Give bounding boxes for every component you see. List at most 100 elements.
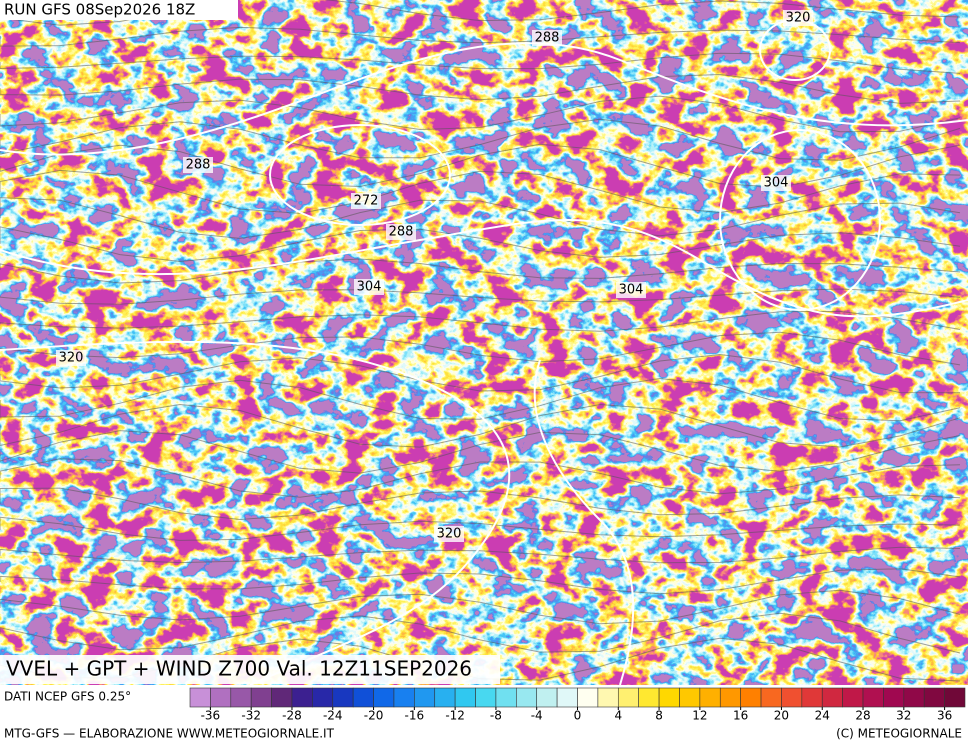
colorbar-tick-label: 32 — [896, 709, 911, 723]
colorbar-swatch — [516, 687, 538, 708]
map: 320 288 288 272 288 304 304 304 320 320 — [0, 0, 968, 686]
contour-label-box — [783, 10, 813, 26]
colorbar-tick-label: -28 — [282, 709, 302, 723]
geopotential-contours — [0, 19, 968, 686]
streamline — [0, 430, 961, 474]
contour-label-box — [56, 350, 86, 366]
colorbar-swatch — [617, 687, 639, 708]
colorbar-swatch — [312, 687, 334, 708]
streamline — [0, 95, 961, 133]
streamline — [0, 26, 961, 47]
colorbar-tick-label: 4 — [614, 709, 622, 723]
contour-label-box — [354, 279, 384, 295]
streamline — [0, 73, 961, 104]
wind-streamlines — [0, 0, 961, 682]
colorbar-tick-label: -16 — [405, 709, 425, 723]
colorbar-swatch — [740, 687, 762, 708]
copyright: (C) METEOGIORNALE — [836, 727, 962, 741]
contour-label: 288 — [389, 225, 414, 240]
contour-label: 320 — [59, 351, 84, 366]
streamline — [0, 288, 961, 305]
colorbar-swatch — [883, 687, 905, 708]
map-title: VVEL + GPT + WIND Z700 Val. 12Z11SEP2026 — [6, 657, 472, 681]
streamline — [0, 226, 961, 263]
streamline — [0, 546, 961, 564]
colorbar-swatch — [495, 687, 517, 708]
colorbar-swatch — [332, 687, 354, 708]
contour-labels: 320 288 288 272 288 304 304 304 320 320 — [56, 10, 813, 542]
colorbar-swatch — [842, 687, 864, 708]
colorbar-swatch — [944, 687, 966, 708]
contour-label-box — [351, 193, 381, 209]
colorbar-swatch — [638, 687, 660, 708]
colorbar-swatch — [291, 687, 313, 708]
contour-label: 320 — [786, 11, 811, 26]
contour-label-box — [183, 157, 213, 173]
streamline — [0, 197, 961, 239]
contour-label-box — [532, 30, 562, 46]
colorbar-swatch — [821, 687, 843, 708]
contour-label: 320 — [437, 527, 462, 542]
colorbar-tick-label: 8 — [655, 709, 663, 723]
colorbar-swatch — [801, 687, 823, 708]
colorbar-tick-label: -12 — [445, 709, 465, 723]
streamline — [0, 516, 961, 541]
colorbar-tick-label: 36 — [937, 709, 952, 723]
colorbar-tick-label: -24 — [323, 709, 343, 723]
colorbar-swatch — [658, 687, 680, 708]
colorbar-swatch — [352, 687, 374, 708]
colorbar-swatch — [862, 687, 884, 708]
run-label: RUN GFS 08Sep2026 18Z — [4, 1, 195, 19]
source: DATI NCEP GFS 0.25° — [4, 690, 131, 704]
streamline — [0, 568, 961, 595]
colorbar-swatch — [719, 687, 741, 708]
colorbar-swatch — [210, 687, 232, 708]
colorbar-swatch — [679, 687, 701, 708]
title-box — [0, 655, 500, 684]
contour-label-box — [616, 282, 646, 298]
colorbar-swatch — [271, 687, 293, 708]
colorbar-swatch — [760, 687, 782, 708]
colorbar-swatch — [230, 687, 252, 708]
colorbar-swatch — [454, 687, 476, 708]
colorbar-swatch — [903, 687, 925, 708]
streamline — [0, 118, 961, 161]
colorbar-swatch — [556, 687, 578, 708]
streamline — [0, 52, 961, 74]
streamline — [0, 310, 961, 332]
streamline — [0, 487, 961, 521]
streamline — [0, 403, 961, 448]
contour-label: 288 — [186, 158, 211, 173]
contour-label: 304 — [619, 283, 644, 298]
colorbar-swatch — [597, 687, 619, 708]
colorbar-tick-label: -32 — [241, 709, 261, 723]
credit: MTG-GFS — ELABORAZIONE WWW.METEOGIORNALE… — [4, 727, 335, 741]
colorbar-tick-label: 12 — [692, 709, 707, 723]
contour-label-box — [434, 526, 464, 542]
contour-label: 304 — [357, 280, 382, 295]
colorbar-tick-label: 24 — [815, 709, 830, 723]
contour-label: 288 — [535, 31, 560, 46]
colorbar-swatch — [414, 687, 436, 708]
colorbar-swatch — [536, 687, 558, 708]
colorbar-tick-label: 0 — [574, 709, 582, 723]
colorbar-swatch — [781, 687, 803, 708]
streamline — [0, 258, 961, 284]
contour-label: 272 — [354, 194, 379, 209]
colorbar-swatch — [699, 687, 721, 708]
streamline — [0, 377, 961, 422]
streamline — [0, 331, 961, 366]
streamline — [0, 0, 961, 26]
contour-label-box — [386, 224, 416, 240]
colorbar-tick-label: -36 — [201, 709, 221, 723]
colorbar-swatch — [250, 687, 272, 708]
colorbar-swatch — [923, 687, 945, 708]
colorbar-swatch — [434, 687, 456, 708]
colorbar-tick-label: -20 — [364, 709, 384, 723]
colorbar-tick-label: 20 — [774, 709, 789, 723]
streamline — [0, 612, 961, 654]
streamline — [0, 353, 961, 394]
colorbar-swatch — [577, 687, 599, 708]
streamline — [0, 589, 961, 625]
